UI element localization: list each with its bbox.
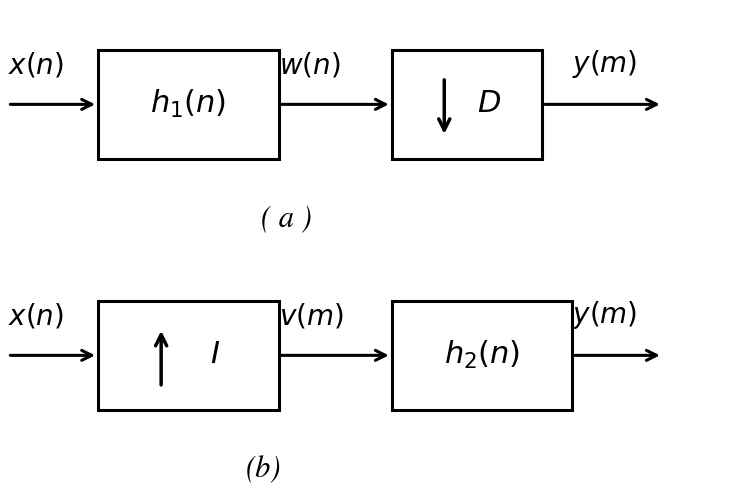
Text: $x(n)$: $x(n)$ <box>8 51 63 80</box>
Text: (b): (b) <box>245 456 282 484</box>
Text: $y(m)$: $y(m)$ <box>572 48 638 80</box>
Text: $w(n)$: $w(n)$ <box>279 51 340 80</box>
Text: $I$: $I$ <box>210 342 221 369</box>
Text: $x(n)$: $x(n)$ <box>8 302 63 331</box>
Bar <box>392 50 542 159</box>
Text: $v(m)$: $v(m)$ <box>279 302 343 331</box>
Text: ( a ): ( a ) <box>261 205 312 233</box>
Text: $D$: $D$ <box>477 91 501 118</box>
Text: $y(m)$: $y(m)$ <box>572 299 638 331</box>
Text: $h_1(n)$: $h_1(n)$ <box>150 88 227 120</box>
Bar <box>98 301 279 410</box>
Bar <box>392 301 572 410</box>
Bar <box>98 50 279 159</box>
Text: $h_2(n)$: $h_2(n)$ <box>444 339 520 371</box>
